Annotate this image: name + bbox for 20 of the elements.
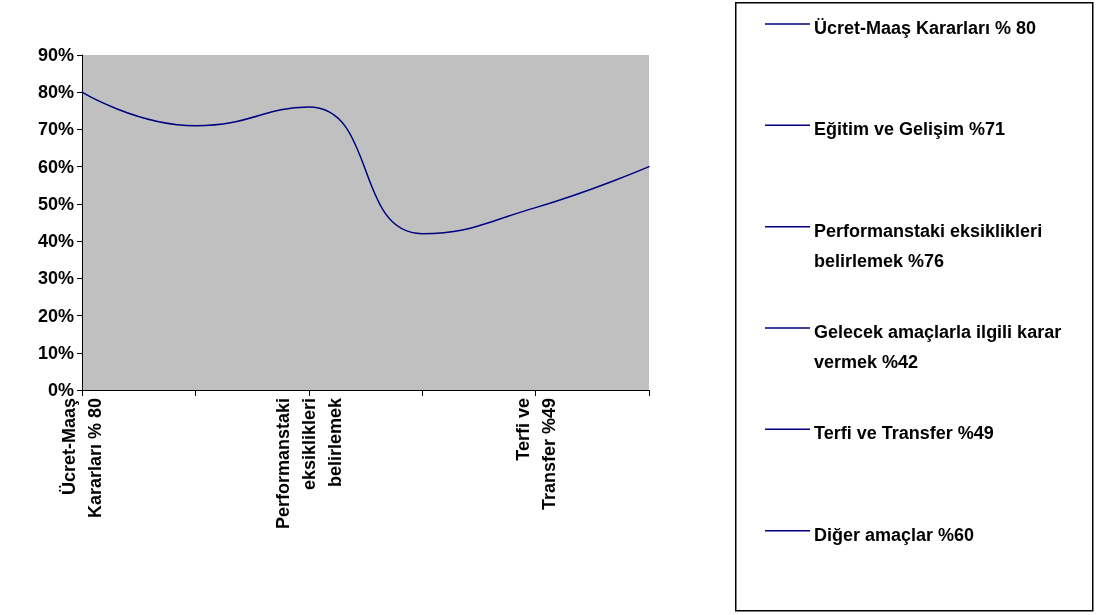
x-tick-label: Performanstaki eksiklikleri belirlemek bbox=[272, 397, 345, 530]
x-tick-label: Ücret-Maaş Kararları % 80 bbox=[59, 398, 105, 519]
x-tick-label: Terfi ve Transfer %49 bbox=[512, 398, 559, 511]
text: Performanstaki eksiklikleri belirlemek %76 bbox=[814, 220, 1048, 271]
text: Diğer amaçlar %60 bbox=[814, 524, 975, 545]
y-tick-label: 30% bbox=[37, 268, 74, 289]
text: Terfi ve Transfer %49 bbox=[814, 423, 994, 444]
line-series bbox=[81, 91, 650, 235]
y-tick-label: 10% bbox=[37, 342, 74, 363]
y-tick-label: 50% bbox=[37, 193, 74, 214]
y-tick-label: 40% bbox=[37, 231, 74, 252]
y-tick-label: 60% bbox=[37, 156, 74, 177]
y-tick-label: 20% bbox=[37, 305, 74, 326]
y-tick-label: 70% bbox=[37, 119, 74, 140]
text: Gelecek amaçlarla ilgili karar vermek %42 bbox=[814, 322, 1067, 372]
text: Ücret-Maaş Kararları % 80 bbox=[814, 18, 1037, 38]
text: Eğitim ve Gelişim %71 bbox=[814, 119, 1006, 140]
y-tick-label: 90% bbox=[37, 45, 74, 65]
y-tick-label: 0% bbox=[47, 380, 74, 400]
y-tick-label: 80% bbox=[37, 82, 74, 103]
